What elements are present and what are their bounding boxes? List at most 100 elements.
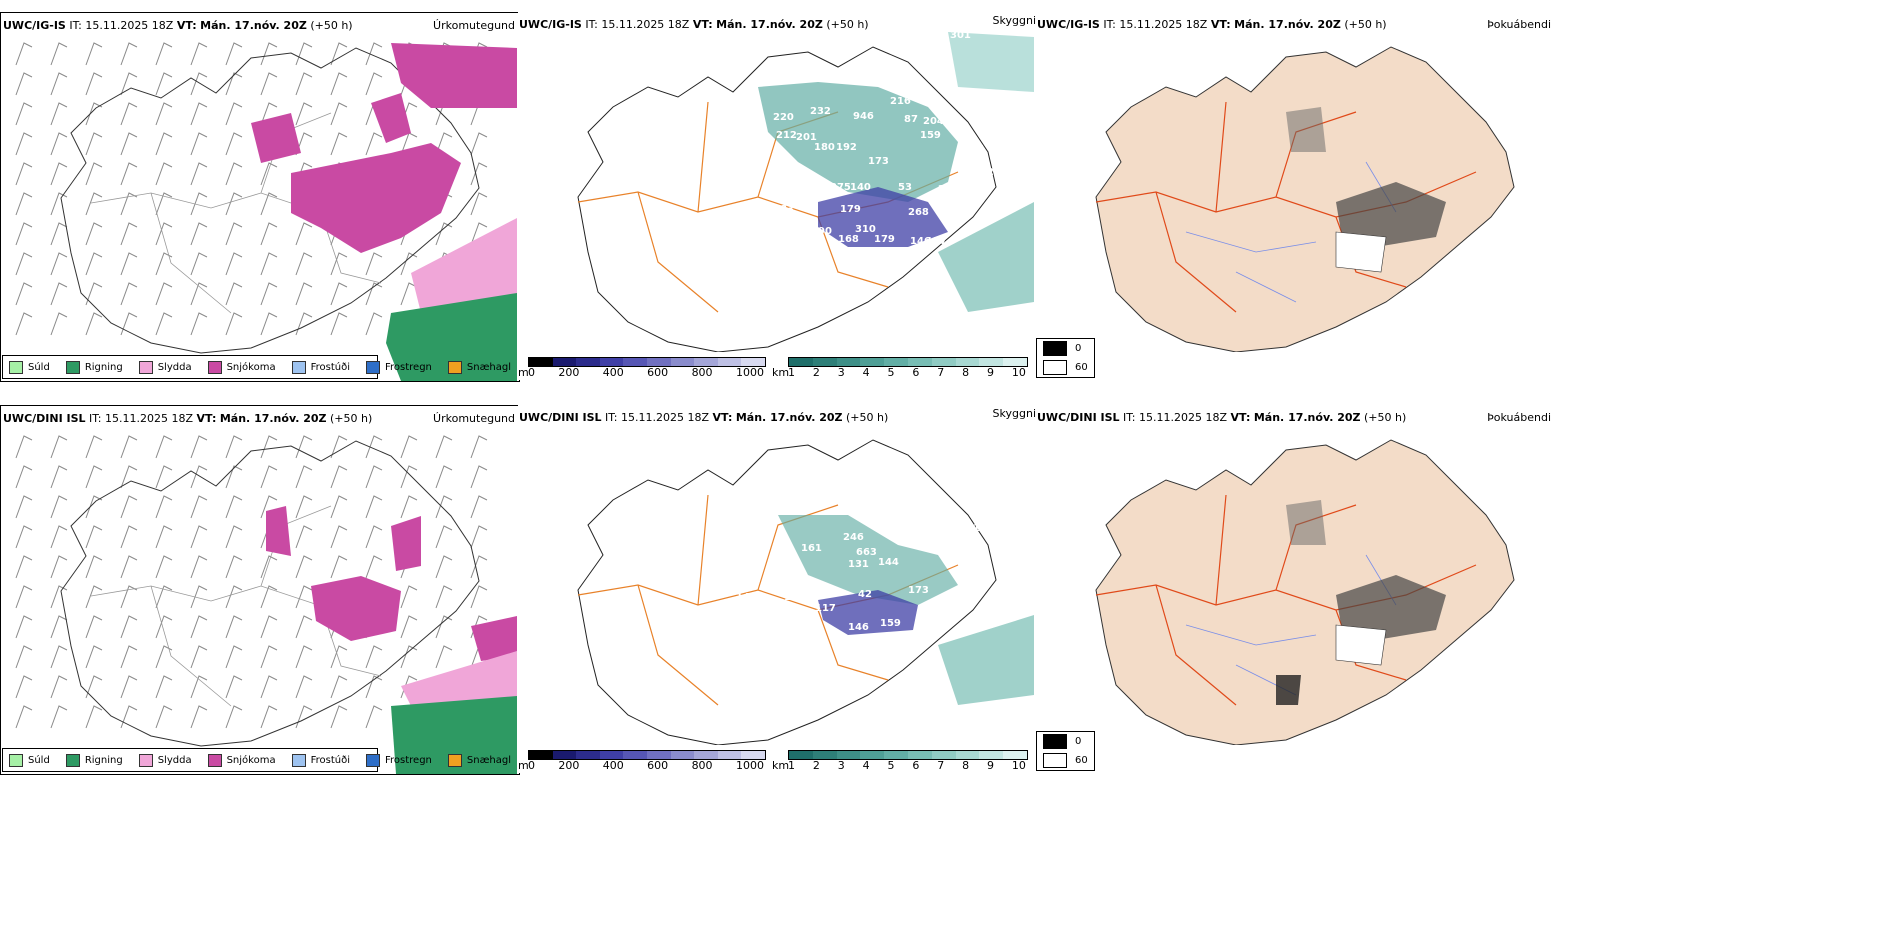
- wind-barb: [470, 465, 488, 489]
- wind-barb: [365, 252, 383, 276]
- cloud-base-colorbar: m 0 200 400 600 800 1000: [518, 357, 768, 379]
- wind-barb: [15, 525, 33, 549]
- colorbar-tick: 3: [837, 759, 845, 772]
- wind-barb: [260, 162, 278, 186]
- wind-barb: [260, 675, 278, 699]
- legend-label: Slydda: [157, 754, 192, 766]
- wind-barb: [225, 72, 243, 96]
- wind-barb: [470, 555, 488, 579]
- colorbar-tick: 400: [602, 366, 624, 379]
- snowfall-area: [391, 43, 517, 108]
- wind-barb: [295, 252, 313, 276]
- wind-barb: [225, 615, 243, 639]
- legend-item: Súld: [9, 753, 50, 767]
- wind-barb: [190, 42, 208, 66]
- legend-label: Rigning: [84, 361, 123, 373]
- wind-barb: [85, 312, 103, 336]
- cloud-peak-label: 220: [773, 112, 794, 123]
- cloud-base-unit: m: [518, 366, 529, 379]
- panel-title: Skyggni: [992, 14, 1036, 27]
- wind-barb: [120, 615, 138, 639]
- wind-barb: [15, 495, 33, 519]
- it-label: IT:: [605, 411, 618, 424]
- wind-barb: [50, 555, 68, 579]
- wind-barb: [120, 72, 138, 96]
- fog-area: [1336, 575, 1446, 640]
- legend-swatch: [207, 360, 222, 374]
- wind-barb: [400, 495, 418, 519]
- wind-barb: [15, 675, 33, 699]
- wind-barb: [190, 222, 208, 246]
- wind-barb: [190, 705, 208, 729]
- fog-legend-row: 60: [1037, 358, 1094, 377]
- colorbar-step: [741, 358, 765, 366]
- wind-barb: [295, 102, 313, 126]
- wind-barb: [15, 312, 33, 336]
- legend-label: Frostregn: [385, 361, 432, 373]
- legend-swatch: [207, 753, 222, 767]
- it-label: IT:: [1103, 18, 1116, 31]
- colorbar-step: [694, 751, 718, 759]
- visibility-area: [758, 82, 958, 202]
- wind-barb: [260, 312, 278, 336]
- it-label: IT:: [69, 19, 82, 32]
- vt-value: Mán. 17.nóv. 20Z: [1253, 411, 1361, 424]
- cloud-peak-label: 53: [898, 182, 912, 193]
- wind-barb: [50, 705, 68, 729]
- wind-barb: [225, 675, 243, 699]
- colorbar-tick: 6: [912, 759, 920, 772]
- wind-barb: [295, 615, 313, 639]
- wind-barb: [330, 495, 348, 519]
- vt-value: Mán. 17.nóv. 20Z: [219, 412, 327, 425]
- legend-swatch: [65, 360, 80, 374]
- wind-barb: [470, 435, 488, 459]
- colorbar-step: [955, 751, 980, 759]
- wind-barb: [260, 465, 278, 489]
- model-name: UWC/DINI ISL: [3, 412, 86, 425]
- wind-barb: [120, 162, 138, 186]
- legend-swatch: [9, 360, 23, 374]
- wind-barb: [155, 615, 173, 639]
- model-name: UWC/DINI ISL: [519, 411, 602, 424]
- colorbar-step: [812, 751, 837, 759]
- wind-barb: [190, 102, 208, 126]
- wind-barb: [295, 495, 313, 519]
- wind-barb: [435, 525, 453, 549]
- wind-barb: [225, 495, 243, 519]
- wind-barb: [15, 435, 33, 459]
- panel-title: Þokuábendi: [1487, 18, 1551, 31]
- wind-barb: [120, 222, 138, 246]
- wind-barb: [190, 252, 208, 276]
- wind-barb: [85, 525, 103, 549]
- wind-barb: [330, 465, 348, 489]
- cloud-peak-label: 181: [973, 523, 994, 534]
- colorbar-step: [836, 358, 861, 366]
- colorbar-tick: 3: [837, 366, 845, 379]
- cloud-peak-label: 173: [908, 585, 929, 596]
- wind-barb: [295, 282, 313, 306]
- wind-barb: [225, 252, 243, 276]
- wind-barb: [50, 525, 68, 549]
- wind-barb: [120, 312, 138, 336]
- wind-barb: [190, 282, 208, 306]
- wind-barb: [190, 132, 208, 156]
- colorbar-step: [979, 358, 1004, 366]
- colorbar-tick: 10: [1011, 366, 1026, 379]
- cloud-peak-label: 161: [801, 543, 822, 554]
- colorbar-step: [552, 358, 577, 366]
- wind-barb: [85, 132, 103, 156]
- wind-barb: [190, 525, 208, 549]
- wind-barb: [120, 465, 138, 489]
- wind-barb: [295, 312, 313, 336]
- glacier: [1335, 231, 1387, 273]
- legend-swatch: [65, 753, 80, 767]
- lead-time: (+50 h): [846, 411, 889, 424]
- wind-barb: [155, 705, 173, 729]
- cloud-peak-label: 83: [780, 204, 794, 215]
- panel-title: Úrkomutegund: [433, 412, 515, 425]
- wind-barb: [470, 495, 488, 519]
- fog-legend: 0 60: [1036, 338, 1095, 378]
- wind-barb: [225, 705, 243, 729]
- legend-swatch: [366, 753, 380, 767]
